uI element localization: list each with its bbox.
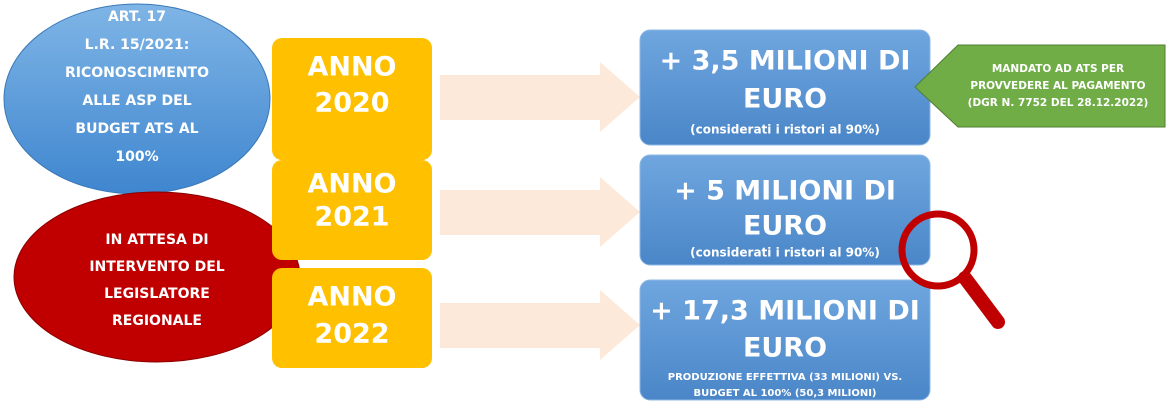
year-text: 2022 (314, 319, 389, 350)
callout-text: MANDATO AD ATS PER (992, 63, 1124, 75)
note-ellipse (13, 191, 301, 363)
year-text: ANNO (307, 169, 396, 200)
amount-text: EURO (743, 333, 827, 364)
note-text: LEGISLATORE (104, 286, 210, 302)
amount-note: PRODUZIONE EFFETTIVA (33 MILIONI) VS. (668, 372, 902, 383)
amount-text: EURO (743, 84, 827, 115)
arrows (440, 62, 640, 360)
year-text: 2021 (314, 202, 389, 233)
year-text: 2020 (314, 88, 389, 119)
note-text: IN ATTESA DI (105, 232, 208, 248)
callout (914, 44, 1166, 128)
year-boxes (272, 38, 432, 368)
year-text: ANNO (307, 52, 396, 83)
amount-note: BUDGET AL 100% (50,3 MILIONI) (693, 388, 876, 399)
note-text: ALLE ASP DEL (82, 93, 191, 109)
amount-text: + 3,5 MILIONI DI (660, 46, 911, 77)
amount-note: (considerati i ristori al 90%) (690, 246, 880, 260)
note-text: L.R. 15/2021: (85, 37, 190, 53)
magnifier-icon (898, 210, 1005, 329)
note-text: RICONOSCIMENTO (65, 65, 209, 81)
note-text: 100% (115, 149, 158, 165)
amount-boxes (639, 29, 931, 401)
amount-text: + 17,3 MILIONI DI (650, 296, 920, 327)
note-text: BUDGET ATS AL (75, 121, 198, 137)
amount-text: + 5 MILIONI DI (674, 176, 896, 207)
amount-text: EURO (743, 211, 827, 242)
callout-text: PROVVEDERE AL PAGAMENTO (970, 80, 1145, 92)
note-text: ART. 17 (108, 9, 166, 25)
note-text: INTERVENTO DEL (89, 259, 224, 275)
amount-note: (considerati i ristori al 90%) (690, 123, 880, 137)
callout-text: (DGR N. 7752 DEL 28.12.2022) (968, 97, 1149, 109)
year-text: ANNO (307, 282, 396, 313)
note-text: REGIONALE (112, 313, 202, 329)
